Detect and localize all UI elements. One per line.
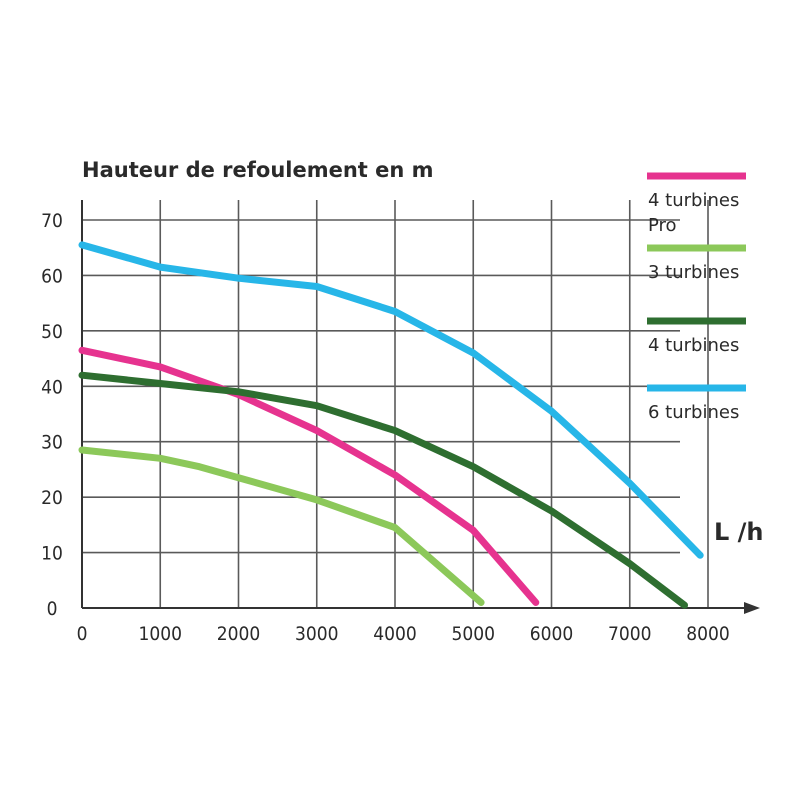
- series-lines: [78, 241, 704, 609]
- x-tick-label: 8000: [686, 623, 730, 645]
- series-line-3: [78, 241, 704, 559]
- y-tick-labels: 0 10 20 30 40 50 60 70: [41, 210, 63, 620]
- series-line-1: [78, 446, 485, 606]
- legend-label-0: Pro: [648, 215, 677, 236]
- y-tick-label: 70: [41, 210, 63, 232]
- axes: [81, 200, 760, 614]
- grid: [82, 200, 709, 608]
- legend-label-1: 3 turbines: [648, 262, 739, 283]
- y-tick-label: 40: [41, 376, 63, 398]
- legend-label-3: 6 turbines: [648, 402, 739, 423]
- y-tick-label: 50: [41, 321, 63, 343]
- y-tick-label: 10: [41, 543, 63, 565]
- x-tick-label: 3000: [295, 623, 339, 645]
- x-tick-label: 6000: [530, 623, 574, 645]
- x-tick-label: 1000: [139, 623, 183, 645]
- series-line-0: [78, 346, 540, 606]
- x-tick-label: 2000: [217, 623, 261, 645]
- legend-label-0: 4 turbines: [648, 190, 739, 211]
- y-tick-label: 60: [41, 265, 63, 287]
- x-tick-label: 5000: [452, 623, 496, 645]
- legend-label-2: 4 turbines: [648, 335, 739, 356]
- y-tick-label: 20: [41, 487, 63, 509]
- x-tick-label: 0: [77, 623, 88, 645]
- x-axis-unit-label: L /h: [714, 518, 764, 546]
- y-tick-label: 30: [41, 432, 63, 454]
- x-tick-label: 4000: [373, 623, 417, 645]
- y-tick-label: 0: [47, 598, 58, 620]
- x-axis-arrow-icon: [744, 602, 760, 614]
- legend: 4 turbines Pro 3 turbines 4 turbines 6 turbi…: [647, 172, 746, 423]
- series-line-2: [78, 371, 688, 609]
- x-tick-label: 7000: [608, 623, 652, 645]
- x-tick-labels: 0 1000 2000 3000 4000 5000 6000 7000 8000: [77, 623, 730, 645]
- y-axis-label: Hauteur de refoulement en m: [82, 158, 434, 182]
